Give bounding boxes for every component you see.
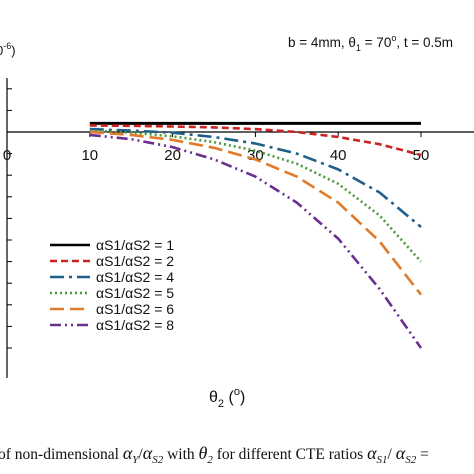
legend-label-3: αS1/αS2 = 4 (96, 269, 174, 285)
figure-caption: of non-dimensional αY/αS2 with θ2 for di… (0, 443, 429, 466)
series-line-5 (89, 130, 423, 296)
legend-label-6: αS1/αS2 = 8 (96, 317, 174, 333)
legend-label-5: αS1/αS2 = 6 (96, 301, 174, 317)
x-tick-label: 10 (81, 147, 98, 164)
x-tick-label: 40 (330, 147, 347, 164)
series-line-2 (89, 124, 422, 157)
x-tick-label: 0 (3, 147, 11, 164)
series-line-4 (89, 129, 422, 263)
series-line-6 (89, 133, 423, 349)
y-axis-ticks (7, 88, 12, 349)
x-tick-label: 20 (164, 147, 181, 164)
legend-label-1: αS1/αS2 = 1 (96, 237, 174, 253)
y-axis-label-fragment: 0-6) (0, 41, 16, 58)
x-axis-ticks: 0 10 20 30 40 50 (3, 132, 430, 164)
series-lines (89, 121, 423, 349)
x-tick-label: 50 (413, 147, 430, 164)
series-line-3 (89, 127, 422, 228)
legend-label-2: αS1/αS2 = 2 (96, 253, 174, 269)
x-axis-label: θ2 (o) (209, 386, 245, 410)
parameters-text: b = 4mm, θ1 = 70o, t = 0.5m (288, 33, 453, 53)
legend-label-4: αS1/αS2 = 5 (96, 285, 174, 301)
